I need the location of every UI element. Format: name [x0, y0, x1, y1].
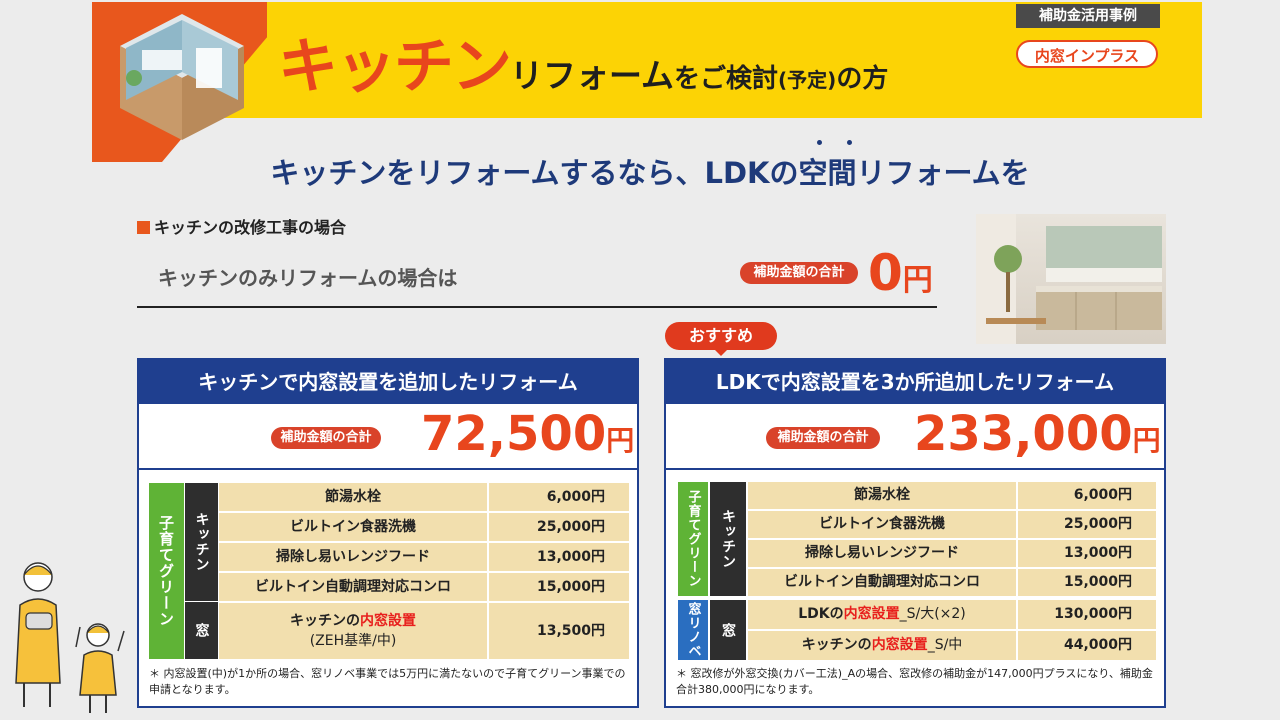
subsidy-total-pill: 補助金額の合計: [271, 427, 381, 449]
recommend-badge: おすすめ: [665, 322, 777, 350]
item-price: 6,000円: [1018, 482, 1156, 509]
divider: [139, 468, 637, 470]
item-name: ビルトイン食器洗機: [748, 511, 1016, 538]
item-price: 13,500円: [489, 603, 629, 659]
subcategory-window: 窓: [710, 600, 746, 660]
category-kosodate-green: 子育てグリーン: [149, 483, 184, 659]
page-title: キッチンリフォームをご検討(予定)の方: [278, 32, 889, 102]
item-price: 25,000円: [1018, 511, 1156, 538]
plan-right-note: ＊ 窓改修が外窓交換(カバー工法)_Aの場合、窓改修の補助金が147,000円プ…: [676, 667, 1153, 696]
kitchen-only-amount: 0円: [868, 244, 933, 302]
square-bullet-icon: [137, 221, 150, 234]
kitchen-only-text: キッチンのみリフォームの場合は: [158, 266, 458, 290]
item-price: 130,000円: [1018, 600, 1156, 629]
window-item: LDKの内窓設置_S/大(×2): [748, 600, 1016, 629]
plan-left-amount: 72,500円: [421, 406, 635, 462]
subcategory-kitchen: キッチン: [710, 482, 746, 596]
item-price: 13,000円: [1018, 540, 1156, 567]
item-name: 掃除し易いレンジフード: [748, 540, 1016, 567]
case-study-tag: 補助金活用事例: [1016, 4, 1160, 28]
item-name: ビルトイン自動調理対応コンロ: [219, 573, 487, 601]
item-price: 13,000円: [489, 543, 629, 571]
divider: [666, 468, 1164, 470]
divider: [137, 306, 937, 308]
plan-left-note: ＊ 内窓設置(中)が1か所の場合、窓リノベ事業では5万円に満たないので子育てグリ…: [149, 667, 626, 696]
item-price: 15,000円: [1018, 569, 1156, 596]
subsidy-total-pill: 補助金額の合計: [766, 427, 880, 449]
item-price: 15,000円: [489, 573, 629, 601]
item-name: 節湯水栓: [748, 482, 1016, 509]
category-kosodate-green: 子育てグリーン: [678, 482, 708, 596]
plan-right-title: LDKで内窓設置を3か所追加したリフォーム: [666, 360, 1164, 404]
product-tag: 内窓インプラス: [1016, 40, 1158, 68]
badge-pointer: [713, 348, 729, 356]
plan-right-card: LDKで内窓設置を3か所追加したリフォーム 補助金額の合計 233,000円 子…: [664, 358, 1166, 708]
emphasis-dot: [817, 140, 822, 145]
kitchen-photo: [976, 214, 1166, 344]
item-price: 6,000円: [489, 483, 629, 511]
mother-child-cooking-illustration: [15, 562, 125, 713]
subcategory-kitchen: キッチン: [185, 483, 218, 601]
plan-left-card: キッチンで内窓設置を追加したリフォーム 補助金額の合計 72,500円 子育てグ…: [137, 358, 639, 708]
emphasis-dot: [847, 140, 852, 145]
window-item: キッチンの内窓設置_S/中: [748, 631, 1016, 660]
item-name: 節湯水栓: [219, 483, 487, 511]
item-name: ビルトイン食器洗機: [219, 513, 487, 541]
subcategory-window: 窓: [185, 602, 218, 659]
plan-left-title: キッチンで内窓設置を追加したリフォーム: [139, 360, 637, 404]
window-item: キッチンの内窓設置 (ZEH基準/中): [219, 603, 487, 659]
subheading: キッチンをリフォームするなら、LDKの空間リフォームを: [270, 156, 1030, 190]
plan-right-amount: 233,000円: [914, 406, 1161, 462]
item-price: 44,000円: [1018, 631, 1156, 660]
item-name: ビルトイン自動調理対応コンロ: [748, 569, 1016, 596]
section-label: キッチンの改修工事の場合: [137, 214, 346, 238]
item-name: 掃除し易いレンジフード: [219, 543, 487, 571]
subsidy-total-pill: 補助金額の合計: [740, 262, 858, 284]
kitchen-room-illustration: [120, 14, 244, 140]
category-mado-renove: 窓リノベ: [678, 600, 708, 660]
item-price: 25,000円: [489, 513, 629, 541]
